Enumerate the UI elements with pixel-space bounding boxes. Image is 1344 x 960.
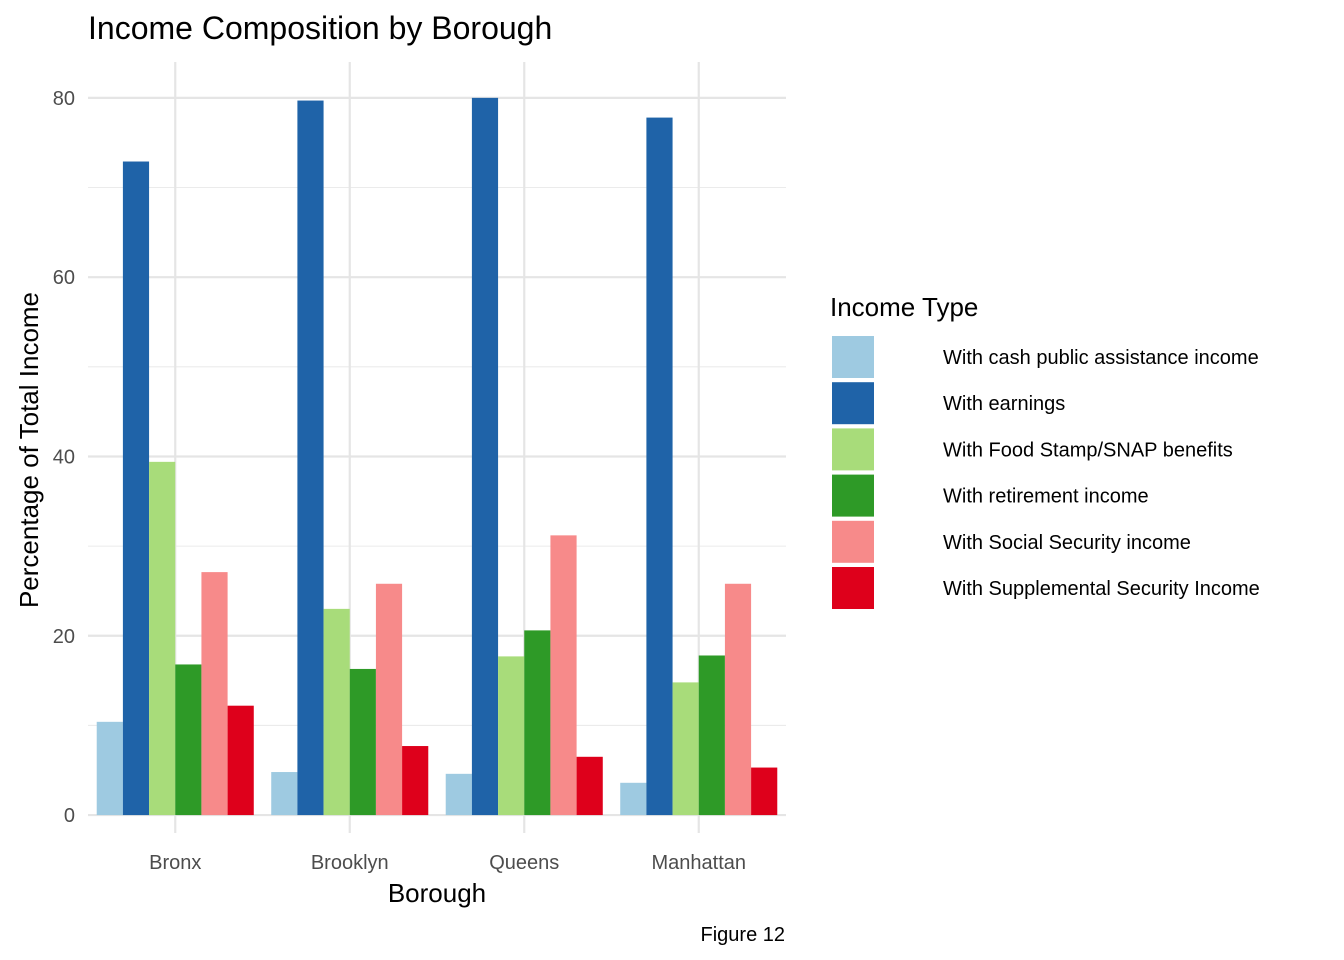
legend-label: With Supplemental Security Income bbox=[943, 578, 1260, 600]
bar bbox=[201, 572, 227, 815]
chart-title: Income Composition by Borough bbox=[88, 10, 552, 46]
bar bbox=[472, 98, 498, 815]
legend-label: With Food Stamp/SNAP benefits bbox=[943, 439, 1233, 461]
y-tick-label: 20 bbox=[53, 626, 75, 648]
legend-label: With cash public assistance income bbox=[943, 347, 1259, 369]
legend-key bbox=[832, 475, 874, 517]
bar bbox=[149, 462, 175, 815]
figure-caption: Figure 12 bbox=[701, 924, 786, 946]
x-tick-label: Queens bbox=[489, 852, 559, 874]
bar bbox=[123, 162, 149, 816]
bar bbox=[228, 706, 254, 815]
x-tick-label: Brooklyn bbox=[311, 852, 389, 874]
y-tick-label: 60 bbox=[53, 267, 75, 289]
x-axis-ticks: Bronx Brooklyn Queens Manhattan bbox=[149, 852, 746, 874]
bar bbox=[376, 584, 402, 815]
bar bbox=[271, 772, 297, 815]
legend-key bbox=[832, 336, 874, 378]
bar bbox=[751, 768, 777, 816]
legend-key bbox=[832, 382, 874, 424]
bar bbox=[175, 664, 201, 815]
bar bbox=[620, 783, 646, 815]
bar bbox=[97, 722, 123, 815]
bar bbox=[673, 682, 699, 815]
legend-label: With retirement income bbox=[943, 486, 1149, 508]
bar bbox=[725, 584, 751, 815]
bar bbox=[297, 101, 323, 816]
bar bbox=[446, 774, 472, 815]
legend-label: With earnings bbox=[943, 393, 1065, 415]
legend-key bbox=[832, 567, 874, 609]
bar bbox=[498, 656, 524, 815]
y-axis-title: Percentage of Total Income bbox=[14, 292, 44, 608]
x-tick-label: Bronx bbox=[149, 852, 201, 874]
y-tick-label: 0 bbox=[64, 805, 75, 827]
legend: Income Type With cash public assistance … bbox=[830, 292, 1260, 609]
bar bbox=[577, 757, 603, 815]
bar bbox=[350, 669, 376, 815]
bar bbox=[524, 630, 550, 815]
x-axis-title: Borough bbox=[388, 878, 486, 908]
bar bbox=[324, 609, 350, 815]
y-tick-label: 40 bbox=[53, 446, 75, 468]
bar bbox=[699, 655, 725, 815]
bar bbox=[550, 535, 576, 815]
legend-key bbox=[832, 521, 874, 563]
y-tick-label: 80 bbox=[53, 88, 75, 110]
legend-title: Income Type bbox=[830, 292, 978, 322]
y-axis-ticks: 0 20 40 60 80 bbox=[53, 88, 75, 827]
bar bbox=[646, 118, 672, 815]
x-tick-label: Manhattan bbox=[651, 852, 746, 874]
legend-label: With Social Security income bbox=[943, 532, 1191, 554]
legend-key bbox=[832, 428, 874, 470]
bar bbox=[402, 746, 428, 815]
